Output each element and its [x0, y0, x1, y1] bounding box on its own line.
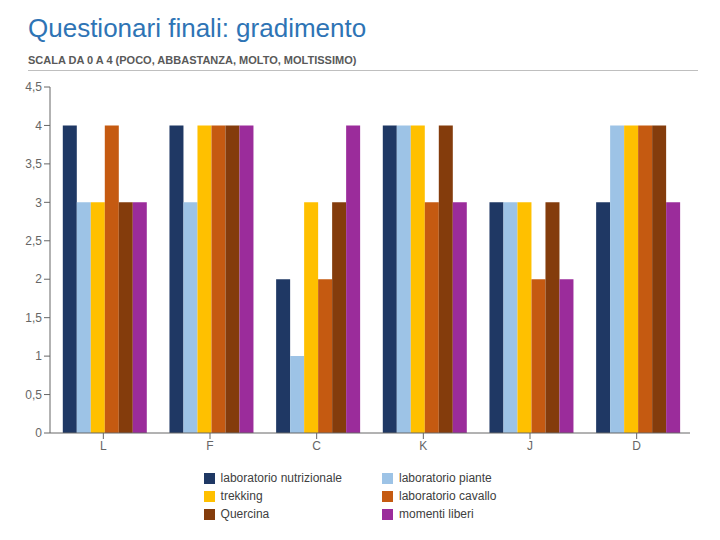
html-text:momenti liberi: momenti liberi: [399, 507, 474, 521]
svg-text:0: 0: [35, 426, 42, 440]
svg-text:F: F: [206, 439, 213, 453]
html-text:laboratorio piante: laboratorio piante: [399, 471, 492, 485]
html-text:Quercina: Quercina: [220, 507, 270, 521]
svg-text:4,5: 4,5: [25, 80, 42, 94]
svg-text:1: 1: [35, 349, 42, 363]
html-text:trekking: trekking: [220, 489, 263, 503]
svg-text:3,5: 3,5: [25, 157, 42, 171]
svg-text:2: 2: [35, 272, 42, 286]
svg-text:3: 3: [35, 196, 42, 210]
svg-text:4: 4: [35, 119, 42, 133]
html-text:SCALA DA 0 A 4 (POCO, ABBASTAN: SCALA DA 0 A 4 (POCO, ABBASTANZA, MOLTO,…: [28, 54, 357, 66]
svg-text:1,5: 1,5: [25, 311, 42, 325]
svg-text:2,5: 2,5: [25, 234, 42, 248]
html-text:laboratorio cavallo: laboratorio cavallo: [399, 489, 497, 503]
svg-text:C: C: [312, 439, 321, 453]
svg-text:J: J: [527, 439, 533, 453]
svg-text:0,5: 0,5: [25, 388, 42, 402]
svg-text:D: D: [632, 439, 641, 453]
svg-text:K: K: [419, 439, 427, 453]
svg-text:L: L: [100, 439, 107, 453]
html-text:laboratorio nutrizionale: laboratorio nutrizionale: [220, 471, 342, 485]
html-text:Questionari finali: gradimento: Questionari finali: gradimento: [28, 13, 367, 43]
